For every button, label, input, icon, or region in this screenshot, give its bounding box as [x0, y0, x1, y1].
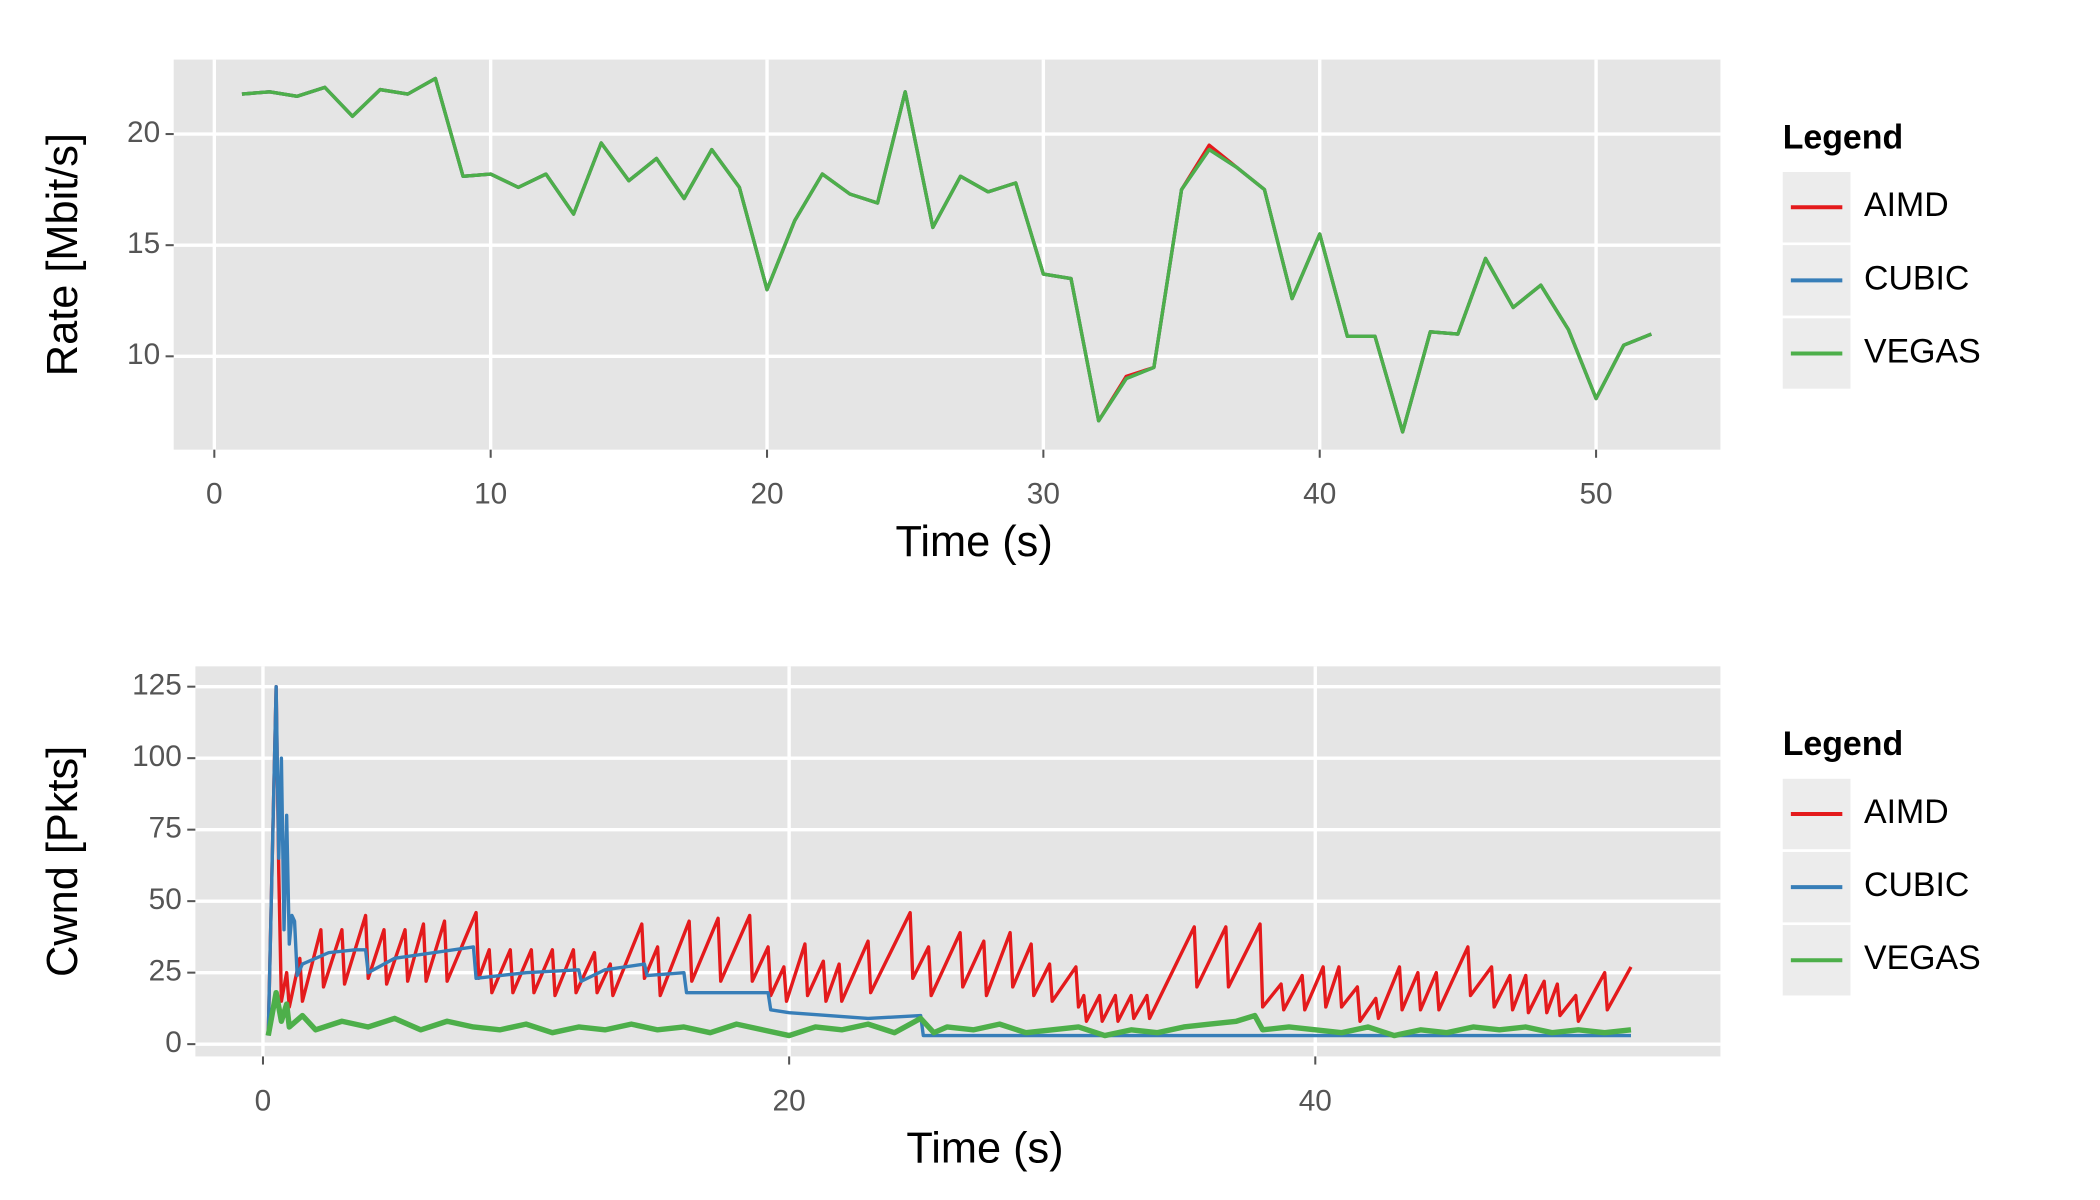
y-tick-label: 15: [127, 227, 160, 260]
series-line: [266, 684, 1631, 1038]
y-tick-label: 25: [149, 955, 182, 988]
x-tick-label: 40: [1303, 478, 1336, 511]
x-tick-label: 0: [206, 478, 223, 511]
y-tick-label: 100: [132, 740, 182, 773]
x-tick-label: 50: [1580, 478, 1613, 511]
series-line: [265, 989, 1632, 1039]
y-tick-label: 0: [165, 1026, 182, 1059]
legend-label: AIMD: [1864, 186, 1949, 224]
legend-label: AIMD: [1864, 793, 1949, 831]
plot-panel: [195, 666, 1721, 1057]
x-tick-label: 10: [474, 478, 507, 511]
x-axis-label: Time (s): [896, 518, 1053, 566]
y-axis-label: Cwnd [Pkts]: [39, 746, 87, 977]
y-tick-label: 125: [132, 669, 182, 702]
legend-label: CUBIC: [1864, 866, 1969, 904]
legend-label: CUBIC: [1864, 259, 1969, 297]
y-axis-label: Rate [Mbit/s]: [39, 133, 87, 376]
x-tick-label: 20: [773, 1084, 806, 1117]
legend-title: Legend: [1783, 725, 1903, 763]
series-line: [241, 76, 1652, 434]
x-tick-label: 40: [1299, 1084, 1332, 1117]
legend-title: Legend: [1783, 118, 1903, 156]
legend-label: VEGAS: [1864, 332, 1981, 370]
series-line: [266, 684, 1633, 1036]
x-tick-label: 20: [750, 478, 783, 511]
y-tick-label: 10: [127, 338, 160, 371]
y-tick-label: 75: [149, 812, 182, 845]
x-tick-label: 0: [255, 1084, 272, 1117]
plot-panel: [173, 59, 1721, 450]
y-tick-label: 50: [149, 883, 182, 916]
y-tick-label: 20: [127, 116, 160, 149]
x-axis-label: Time (s): [906, 1125, 1063, 1173]
legend-label: VEGAS: [1864, 939, 1981, 977]
x-tick-label: 30: [1027, 478, 1060, 511]
